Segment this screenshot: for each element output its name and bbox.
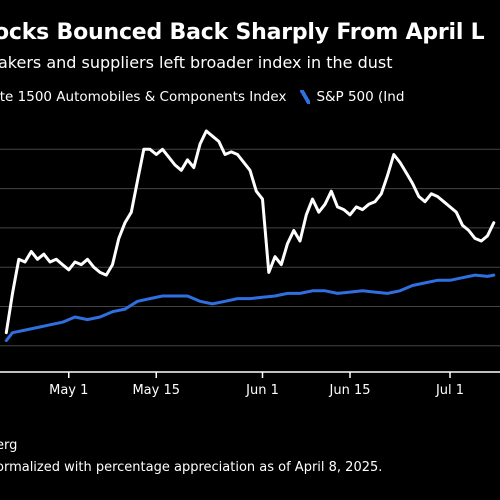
x-tick-label: May 15: [132, 383, 180, 398]
legend-label-autos: ite 1500 Automobiles & Components Index: [0, 89, 287, 105]
legend-label-sp500: S&P 500 (Ind: [316, 89, 405, 105]
series-line-sp500: [4, 273, 496, 343]
source-note: erg: [0, 438, 18, 453]
series-line-autos: [4, 129, 496, 335]
x-tick-label: Jun 1: [245, 383, 279, 398]
chart-title: ocks Bounced Back Sharply From April L: [0, 20, 485, 45]
grid-lines: [0, 148, 500, 347]
legend-swatch-sp500: [300, 90, 311, 104]
chart-subtitle: akers and suppliers left broader index i…: [0, 53, 393, 72]
x-tick-label: May 1: [49, 383, 88, 398]
chart-legend: ite 1500 Automobiles & Components Index …: [0, 89, 404, 105]
footnote: ormalized with percentage appreciation a…: [0, 460, 383, 475]
series-layer: [4, 129, 496, 343]
x-tick-label: Jun 15: [329, 383, 371, 398]
x-axis: May 1 May 15 Jun 1 Jun 15 Jul 1: [0, 371, 500, 398]
x-tick-label: Jul 1: [435, 383, 464, 398]
line-chart: May 1 May 15 Jun 1 Jun 15 Jul 1: [0, 129, 500, 398]
